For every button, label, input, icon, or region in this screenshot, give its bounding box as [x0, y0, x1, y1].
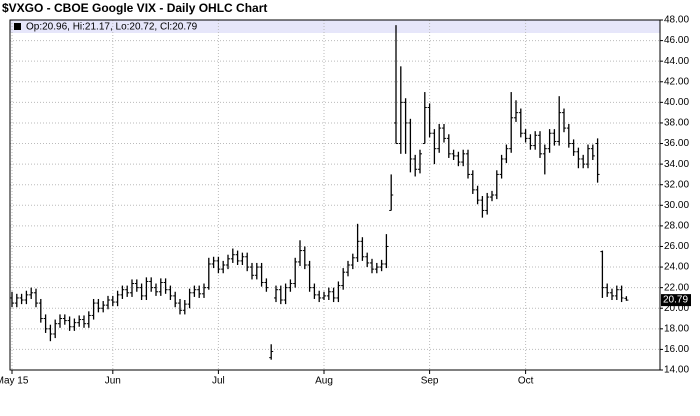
legend-band [10, 20, 660, 33]
y-tick-label: 24.00 [664, 262, 689, 273]
y-tick-label: 20.00 [664, 303, 689, 314]
x-tick-label: Sep [421, 376, 439, 387]
y-tick-label: 48.00 [664, 15, 689, 26]
legend-swatch [14, 23, 21, 30]
y-tick-label: 34.00 [664, 159, 689, 170]
y-tick-label: 32.00 [664, 179, 689, 190]
y-tick-label: 14.00 [664, 365, 689, 376]
plot-frame [9, 19, 661, 371]
y-tick-label: 40.00 [664, 97, 689, 108]
last-value-box [661, 294, 691, 307]
y-tick-label: 36.00 [664, 138, 689, 149]
y-tick-label: 16.00 [664, 344, 689, 355]
chart-title: $VXGO - CBOE Google VIX - Daily OHLC Cha… [2, 1, 267, 15]
x-tick-label: Oct [518, 376, 534, 387]
last-value-label: 20.79 [663, 295, 688, 306]
x-tick-label: May 15 [0, 376, 29, 387]
y-tick-label: 18.00 [664, 323, 689, 334]
y-tick-label: 44.00 [664, 56, 689, 67]
y-tick-label: 28.00 [664, 221, 689, 232]
x-tick-label: Jun [105, 376, 121, 387]
y-tick-label: 46.00 [664, 35, 689, 46]
legend-text: Op:20.96, Hi:21.17, Lo:20.72, Cl:20.79 [26, 22, 198, 33]
y-tick-label: 30.00 [664, 200, 689, 211]
y-tick-label: 26.00 [664, 241, 689, 252]
x-tick-label: Jul [212, 376, 225, 387]
x-tick-label: Aug [315, 376, 333, 387]
y-tick-label: 42.00 [664, 76, 689, 87]
y-tick-label: 22.00 [664, 282, 689, 293]
y-tick-label: 38.00 [664, 118, 689, 129]
